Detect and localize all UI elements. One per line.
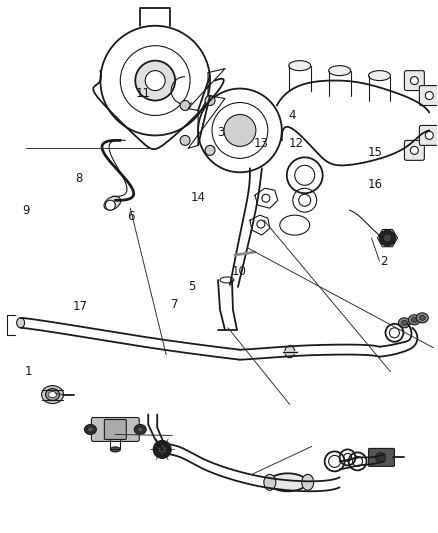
Ellipse shape xyxy=(401,320,407,325)
FancyBboxPatch shape xyxy=(92,417,139,441)
Circle shape xyxy=(375,453,385,462)
FancyBboxPatch shape xyxy=(404,71,424,91)
Text: 12: 12 xyxy=(289,137,304,150)
Ellipse shape xyxy=(42,385,64,403)
Text: 9: 9 xyxy=(22,204,30,217)
Circle shape xyxy=(106,200,115,210)
Text: 6: 6 xyxy=(127,209,135,222)
Circle shape xyxy=(180,135,190,146)
Ellipse shape xyxy=(110,447,120,452)
Text: 17: 17 xyxy=(73,300,88,313)
Text: 16: 16 xyxy=(367,177,382,191)
Circle shape xyxy=(224,115,256,147)
Ellipse shape xyxy=(134,424,146,434)
Ellipse shape xyxy=(264,474,276,490)
FancyBboxPatch shape xyxy=(368,448,395,466)
Ellipse shape xyxy=(408,315,420,325)
Text: 8: 8 xyxy=(75,172,82,185)
Circle shape xyxy=(410,147,418,155)
Ellipse shape xyxy=(137,427,143,432)
Text: 4: 4 xyxy=(289,109,297,122)
Ellipse shape xyxy=(302,474,314,490)
Text: 7: 7 xyxy=(171,298,178,311)
Circle shape xyxy=(257,220,265,228)
Circle shape xyxy=(180,101,190,110)
Ellipse shape xyxy=(269,473,307,491)
Ellipse shape xyxy=(104,196,120,210)
Ellipse shape xyxy=(17,318,25,328)
Circle shape xyxy=(410,77,418,85)
FancyBboxPatch shape xyxy=(104,419,126,439)
Circle shape xyxy=(425,92,433,100)
Text: 1: 1 xyxy=(25,365,32,378)
Circle shape xyxy=(262,194,270,202)
Circle shape xyxy=(205,95,215,106)
Circle shape xyxy=(205,146,215,155)
Ellipse shape xyxy=(417,313,428,323)
Ellipse shape xyxy=(46,389,60,401)
Ellipse shape xyxy=(419,316,425,320)
Text: 15: 15 xyxy=(367,146,382,159)
Circle shape xyxy=(379,230,396,246)
Circle shape xyxy=(153,440,171,458)
Text: 14: 14 xyxy=(191,191,205,204)
Text: 13: 13 xyxy=(254,137,269,150)
Text: 5: 5 xyxy=(188,280,196,293)
FancyBboxPatch shape xyxy=(419,86,438,106)
Ellipse shape xyxy=(328,66,350,76)
Text: 3: 3 xyxy=(217,126,224,139)
Ellipse shape xyxy=(368,71,390,80)
Ellipse shape xyxy=(411,317,417,322)
Circle shape xyxy=(425,132,433,140)
Ellipse shape xyxy=(88,427,93,432)
Ellipse shape xyxy=(85,424,96,434)
Circle shape xyxy=(384,234,392,242)
Circle shape xyxy=(145,71,165,91)
FancyBboxPatch shape xyxy=(419,125,438,146)
Ellipse shape xyxy=(399,318,410,328)
Text: 10: 10 xyxy=(232,265,247,278)
Text: 11: 11 xyxy=(136,87,151,100)
Circle shape xyxy=(135,61,175,101)
FancyBboxPatch shape xyxy=(404,140,424,160)
Text: 2: 2 xyxy=(381,255,388,268)
Ellipse shape xyxy=(289,61,311,71)
Circle shape xyxy=(158,446,166,454)
Ellipse shape xyxy=(285,346,295,358)
Ellipse shape xyxy=(49,392,57,398)
